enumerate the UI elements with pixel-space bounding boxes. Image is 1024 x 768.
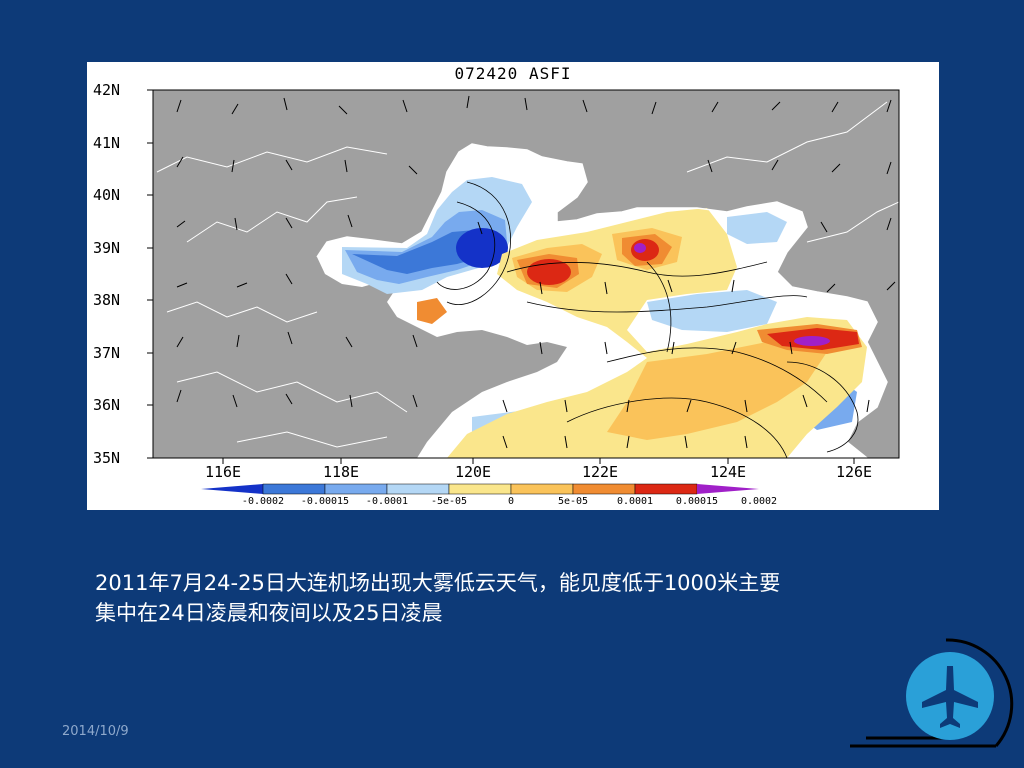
colorbar-label: 0	[507, 496, 515, 507]
slide-caption: 2011年7月24-25日大连机场出现大雾低云天气，能见度低于1000米主要 集…	[95, 568, 935, 628]
asfi-peak	[794, 336, 830, 346]
contour-lines	[436, 181, 859, 458]
asfi-negative-area	[352, 230, 492, 274]
lon-label: 118E	[322, 463, 360, 481]
lon-label: 120E	[454, 463, 492, 481]
map-canvas	[147, 89, 900, 495]
weather-map-figure: 072420 ASFI	[87, 62, 939, 510]
lat-label: 36N	[93, 396, 121, 414]
colorbar-label: 0.0002	[740, 496, 778, 507]
colorbar-segment	[697, 484, 759, 494]
lat-label: 38N	[93, 291, 121, 309]
province-borders	[156, 101, 899, 448]
colorbar-label: -0.0001	[365, 496, 409, 507]
colorbar-label: -0.00015	[300, 496, 350, 507]
colorbar	[201, 483, 759, 495]
colorbar-label: 5e-05	[557, 496, 589, 507]
caption-line: 2011年7月24-25日大连机场出现大雾低云天气，能见度低于1000米主要	[95, 571, 781, 595]
colorbar-label: -5e-05	[430, 496, 468, 507]
lat-label: 40N	[93, 186, 121, 204]
colorbar-label: 0.00015	[675, 496, 719, 507]
asfi-maximum	[527, 259, 571, 285]
colorbar-label: 0.0001	[616, 496, 654, 507]
colorbar-segment	[510, 483, 574, 495]
colorbar-segment	[262, 483, 326, 495]
colorbar-segment	[634, 483, 698, 495]
map-title: 072420 ASFI	[454, 64, 572, 83]
colorbar-segment	[324, 483, 388, 495]
airplane-logo	[850, 638, 1014, 748]
lon-label: 124E	[709, 463, 747, 481]
lat-label: 35N	[93, 449, 121, 467]
colorbar-segment	[448, 483, 512, 495]
asfi-peak	[634, 243, 646, 253]
axis-ticks	[147, 89, 855, 464]
caption-line: 集中在24日凌晨和夜间以及25日凌晨	[95, 601, 443, 625]
asfi-negative-area	[727, 212, 787, 244]
colorbar-label: -0.0002	[241, 496, 285, 507]
wind-barbs	[176, 95, 896, 449]
lat-label: 42N	[93, 81, 121, 99]
lat-label: 37N	[93, 344, 121, 362]
asfi-negative-area	[647, 290, 777, 332]
colorbar-segment	[201, 484, 263, 494]
plot-frame	[152, 89, 900, 459]
logo-arc	[945, 638, 1014, 747]
colorbar-segment	[572, 483, 636, 495]
coastline	[316, 143, 888, 458]
lat-label: 41N	[93, 134, 121, 152]
airplane-icon	[922, 666, 978, 728]
asfi-positive-area	[417, 298, 447, 324]
lon-label: 122E	[581, 463, 619, 481]
lat-label: 39N	[93, 239, 121, 257]
lon-label: 126E	[835, 463, 873, 481]
asfi-minimum	[456, 228, 508, 268]
asfi-positive-area	[607, 340, 827, 440]
lon-label: 116E	[204, 463, 242, 481]
colorbar-segment	[386, 483, 450, 495]
slide-date: 2014/10/9	[62, 724, 129, 739]
